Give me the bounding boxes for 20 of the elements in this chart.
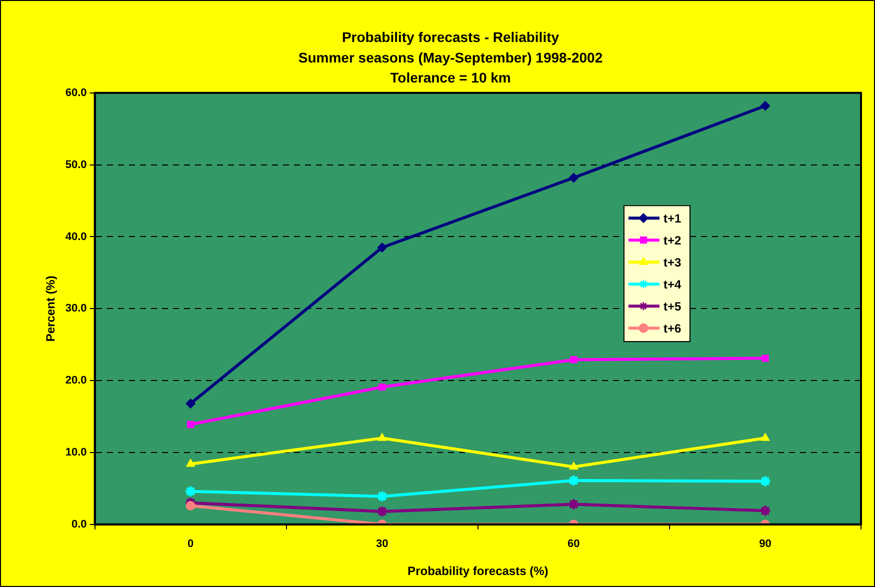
legend-label: t+6 bbox=[663, 321, 682, 336]
y-tick-label: 50.0 bbox=[65, 158, 87, 171]
y-tick-label: 10.0 bbox=[65, 446, 87, 459]
chart-title: Probability forecasts - Reliability Summer seasons (May-September) 1998-2002 Tolerance = 10 km bbox=[298, 29, 603, 86]
x-tick-label: 30 bbox=[376, 538, 388, 550]
y-tick-label: 40.0 bbox=[65, 230, 87, 243]
legend-label: t+2 bbox=[663, 233, 682, 248]
y-tick-label: 20.0 bbox=[65, 374, 87, 387]
x-tick-label: 0 bbox=[188, 538, 194, 550]
x-axis-title: Probability forecasts (%) bbox=[408, 564, 548, 578]
x-tick-label: 90 bbox=[759, 538, 772, 550]
y-tick-label: 60.0 bbox=[65, 86, 87, 99]
x-tick-label: 60 bbox=[568, 538, 580, 550]
legend-label: t+4 bbox=[663, 277, 682, 292]
legend-label: t+5 bbox=[663, 299, 682, 314]
y-axis-title: Percent (%) bbox=[44, 276, 58, 342]
y-tick-label: 30.0 bbox=[65, 302, 87, 315]
y-tick-label: 0.0 bbox=[72, 518, 87, 530]
legend-label: t+1 bbox=[663, 211, 682, 226]
legend-label: t+3 bbox=[663, 255, 682, 270]
